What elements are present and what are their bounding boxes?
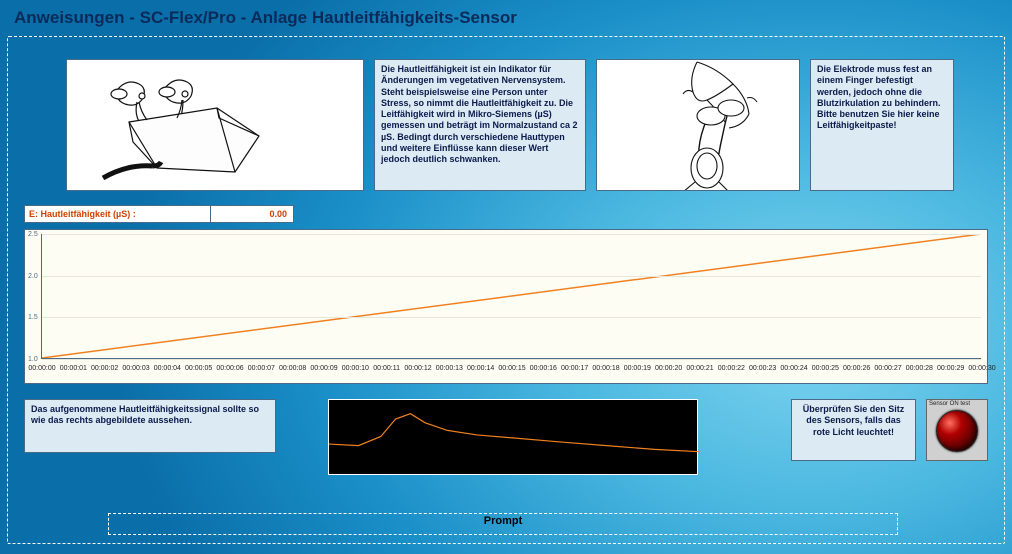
chart-xtick: 00:00:24 bbox=[780, 365, 807, 372]
chart-xtick: 00:00:02 bbox=[91, 365, 118, 372]
chart-xtick: 00:00:16 bbox=[530, 365, 557, 372]
chart-ygrid: 2.5 bbox=[42, 234, 981, 235]
chart-xtick: 00:00:22 bbox=[718, 365, 745, 372]
bottom-row: Das aufgenommene Hautleitfähigkeitssigna… bbox=[24, 399, 988, 475]
chart-xtick: 00:00:20 bbox=[655, 365, 682, 372]
chart-xtick: 00:00:14 bbox=[467, 365, 494, 372]
chart-ygrid: 1.0 bbox=[42, 359, 981, 360]
chart-xtick: 00:00:13 bbox=[436, 365, 463, 372]
sensor-led-indicator bbox=[936, 410, 978, 452]
main-frame: Die Hautleitfähigkeit ist ein Indikator … bbox=[7, 36, 1005, 544]
chart-xtick: 00:00:08 bbox=[279, 365, 306, 372]
info-text-2: Die Elektrode muss fest an einem Finger … bbox=[810, 59, 954, 191]
prompt-area[interactable]: Prompt bbox=[108, 513, 898, 535]
chart-xtick: 00:00:25 bbox=[812, 365, 839, 372]
chart-xtick: 00:00:23 bbox=[749, 365, 776, 372]
top-row: Die Hautleitfähigkeit ist ein Indikator … bbox=[66, 59, 954, 191]
chart-xtick: 00:00:09 bbox=[310, 365, 337, 372]
chart-xtick: 00:00:19 bbox=[624, 365, 651, 372]
chart-xtick: 00:00:07 bbox=[248, 365, 275, 372]
chart-ygrid: 1.5 bbox=[42, 317, 981, 318]
chart-xtick: 00:00:04 bbox=[154, 365, 181, 372]
chart-xtick: 00:00:06 bbox=[216, 365, 243, 372]
chart-xtick: 00:00:27 bbox=[874, 365, 901, 372]
sensor-led-panel: Sensor ON test bbox=[926, 399, 988, 461]
main-chart: 1.0 1.5 2.0 2.5 00:00:00 00:00:01 00:00:02 00:0… bbox=[24, 229, 988, 384]
page-title: Anweisungen - SC-Flex/Pro - Anlage Hautl… bbox=[0, 0, 1012, 32]
chart-xtick: 00:00:30 bbox=[968, 365, 995, 372]
chart-xtick: 00:00:11 bbox=[373, 365, 400, 372]
chart-xtick: 00:00:00 bbox=[28, 365, 55, 372]
chart-xtick: 00:00:12 bbox=[404, 365, 431, 372]
chart-plot-area: 1.01.52.02.500:00:0000:00:0100:00:0200:0… bbox=[41, 234, 981, 359]
chart-xtick: 00:00:28 bbox=[906, 365, 933, 372]
chart-xtick: 00:00:03 bbox=[122, 365, 149, 372]
sample-waveform bbox=[328, 399, 698, 475]
readout-row: E: Hautleitfähigkeit (µS) : 0.00 bbox=[24, 205, 294, 223]
chart-xtick: 00:00:18 bbox=[592, 365, 619, 372]
chart-xtick: 00:00:17 bbox=[561, 365, 588, 372]
chart-xtick: 00:00:05 bbox=[185, 365, 212, 372]
info-text-1: Die Hautleitfähigkeit ist ein Indikator … bbox=[374, 59, 586, 191]
chart-xtick: 00:00:29 bbox=[937, 365, 964, 372]
info-text-4: Überprüfen Sie den Sitz des Sensors, fal… bbox=[791, 399, 916, 461]
info-text-3: Das aufgenommene Hautleitfähigkeitssigna… bbox=[24, 399, 276, 453]
finger-electrode-image bbox=[596, 59, 800, 191]
sensor-device-image bbox=[66, 59, 364, 191]
readout-label: E: Hautleitfähigkeit (µS) : bbox=[24, 205, 210, 223]
chart-xtick: 00:00:01 bbox=[60, 365, 87, 372]
sensor-led-caption: Sensor ON test bbox=[927, 400, 987, 408]
chart-xtick: 00:00:21 bbox=[686, 365, 713, 372]
chart-xtick: 00:00:15 bbox=[498, 365, 525, 372]
readout-value: 0.00 bbox=[210, 205, 294, 223]
chart-xtick: 00:00:26 bbox=[843, 365, 870, 372]
chart-xtick: 00:00:10 bbox=[342, 365, 369, 372]
chart-ygrid: 2.0 bbox=[42, 276, 981, 277]
